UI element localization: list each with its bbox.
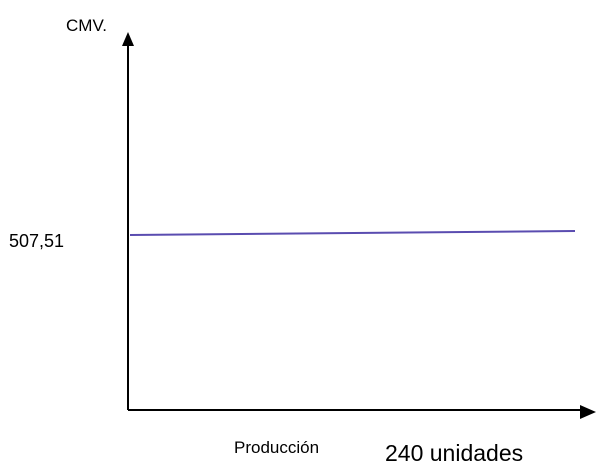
series-line-cmv — [129, 230, 576, 236]
x-annotation: 240 unidades — [385, 440, 523, 466]
y-axis-arrowhead — [122, 32, 134, 46]
x-axis-label: Producción — [234, 438, 319, 457]
x-axis-arrowhead — [580, 405, 596, 419]
y-tick-label: 507,51 — [9, 231, 64, 251]
y-axis-label: CMV. — [66, 16, 107, 35]
